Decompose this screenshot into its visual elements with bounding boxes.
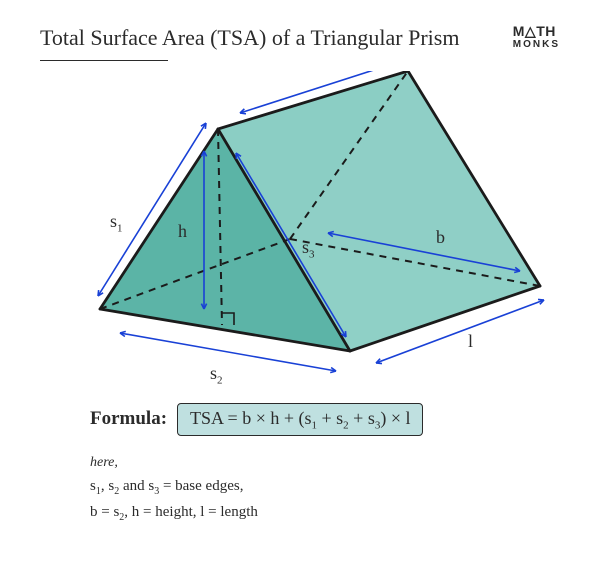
dim-label-s3: s3: [302, 237, 315, 261]
dim-label-l: l: [468, 331, 473, 352]
legend-block: here, s1, s2 and s3 = base edges, b = s2…: [90, 452, 560, 526]
prism-diagram: s1 s2 s3 h b l: [40, 71, 560, 391]
title-underline: [40, 60, 168, 61]
brand-top: M△TH: [513, 24, 560, 39]
page-title: Total Surface Area (TSA) of a Triangular…: [40, 24, 513, 58]
legend-line-1: s1, s2 and s3 = base edges,: [90, 474, 560, 500]
dim-label-b: b: [436, 227, 445, 248]
formula-row: Formula: TSA = b × h + (s1 + s2 + s3) × …: [90, 403, 560, 437]
legend-here: here,: [90, 452, 560, 474]
dim-label-s1: s1: [110, 211, 123, 235]
formula-label: Formula:: [90, 408, 167, 430]
brand-logo: M△TH MONKS: [513, 24, 560, 50]
dim-label-s2: s2: [210, 363, 223, 387]
dim-label-h: h: [178, 221, 187, 242]
legend-line-2: b = s2, h = height, l = length: [90, 500, 560, 526]
formula-box: TSA = b × h + (s1 + s2 + s3) × l: [177, 403, 423, 437]
brand-sub: MONKS: [513, 39, 560, 50]
